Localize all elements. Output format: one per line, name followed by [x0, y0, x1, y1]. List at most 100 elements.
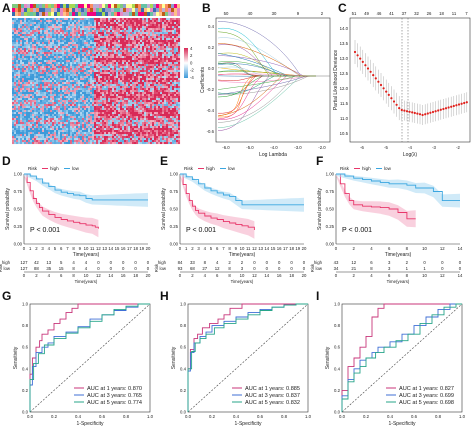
heatmap-cell — [176, 22, 179, 25]
heatmap-annotation-cell — [147, 4, 150, 8]
heatmap-cell — [102, 52, 105, 55]
heatmap-cell — [150, 120, 153, 123]
heatmap-cell — [156, 120, 159, 123]
heatmap-cell — [156, 20, 159, 23]
heatmap-cell — [24, 58, 27, 61]
heatmap-cell — [178, 70, 181, 73]
heatmap-cell — [84, 74, 87, 77]
heatmap-cell — [76, 112, 79, 115]
heatmap-cell — [38, 66, 41, 69]
heatmap-cell — [154, 88, 157, 91]
heatmap-cell — [132, 24, 135, 27]
heatmap-cell — [82, 22, 85, 25]
heatmap-cell — [166, 114, 169, 117]
heatmap-cell — [98, 44, 101, 47]
heatmap-cell — [84, 108, 87, 111]
heatmap-cell — [130, 94, 133, 97]
heatmap-cell — [24, 130, 27, 133]
heatmap-cell — [78, 92, 81, 95]
heatmap-cell — [46, 30, 49, 33]
heatmap-cell — [96, 32, 99, 35]
heatmap-cell — [112, 48, 115, 51]
heatmap-cell — [120, 48, 123, 51]
heatmap-cell — [76, 66, 79, 69]
heatmap-cell — [168, 94, 171, 97]
heatmap-cell — [32, 122, 35, 125]
heatmap-cell — [40, 82, 43, 85]
heatmap-cell — [106, 40, 109, 43]
heatmap-cell — [160, 18, 163, 21]
heatmap-cell — [178, 78, 181, 81]
heatmap-cell — [156, 118, 159, 121]
heatmap-cell — [72, 76, 75, 79]
heatmap-cell — [146, 36, 149, 39]
heatmap-cell — [48, 56, 51, 59]
heatmap-cell — [126, 68, 129, 71]
heatmap-cell — [96, 94, 99, 97]
heatmap-cell — [58, 20, 61, 23]
heatmap-cell — [34, 62, 37, 65]
heatmap-cell — [62, 26, 65, 29]
heatmap-cell — [178, 80, 181, 83]
heatmap-cell — [12, 106, 15, 109]
heatmap-cell — [74, 86, 77, 89]
heatmap-annotation-cell — [141, 4, 144, 8]
heatmap-cell — [142, 70, 145, 73]
heatmap-cell — [106, 42, 109, 45]
heatmap-cell — [128, 116, 131, 119]
heatmap-cell — [110, 26, 113, 29]
heatmap-cell — [64, 24, 67, 27]
heatmap-cell — [112, 26, 115, 29]
heatmap-cell — [166, 18, 169, 21]
heatmap-cell — [38, 78, 41, 81]
heatmap-cell — [164, 48, 167, 51]
heatmap-cell — [46, 46, 49, 49]
heatmap-cell — [116, 32, 119, 35]
heatmap-cell — [18, 34, 21, 37]
heatmap-cell — [18, 86, 21, 89]
heatmap-cell — [52, 94, 55, 97]
heatmap-cell — [152, 64, 155, 67]
heatmap-cell — [14, 70, 17, 73]
heatmap-cell — [102, 108, 105, 111]
heatmap-cell — [76, 70, 79, 73]
heatmap-cell — [68, 48, 71, 51]
heatmap-cell — [66, 18, 69, 21]
heatmap-cell — [88, 70, 91, 73]
heatmap-cell — [70, 114, 73, 117]
heatmap-cell — [34, 56, 37, 59]
heatmap-cell — [96, 70, 99, 73]
heatmap-cell — [34, 132, 37, 135]
heatmap-annotation-cell — [156, 8, 159, 12]
heatmap-cell — [32, 68, 35, 71]
heatmap-cell — [64, 94, 67, 97]
heatmap-cell — [38, 40, 41, 43]
heatmap-cell — [116, 108, 119, 111]
heatmap-cell — [122, 82, 125, 85]
heatmap-cell — [88, 110, 91, 113]
heatmap-cell — [144, 106, 147, 109]
heatmap-cell — [90, 58, 93, 61]
heatmap-cell — [166, 54, 169, 57]
heatmap-cell — [78, 42, 81, 45]
heatmap-cell — [86, 30, 89, 33]
heatmap-cell — [64, 76, 67, 79]
heatmap-cell — [64, 100, 67, 103]
heatmap-cell — [104, 98, 107, 101]
heatmap-cell — [40, 100, 43, 103]
heatmap-cell — [64, 38, 67, 41]
heatmap-cell — [124, 100, 127, 103]
heatmap-cell — [96, 54, 99, 57]
heatmap-cell — [156, 108, 159, 111]
heatmap-cell — [12, 64, 15, 67]
heatmap-cell — [70, 112, 73, 115]
heatmap-cell — [100, 60, 103, 63]
heatmap-cell — [82, 24, 85, 27]
heatmap-cell — [96, 44, 99, 47]
heatmap-cell — [172, 74, 175, 77]
heatmap-annotation-cell — [135, 8, 138, 12]
heatmap-cell — [46, 78, 49, 81]
heatmap-cell — [16, 46, 19, 49]
heatmap-cell — [70, 92, 73, 95]
heatmap-cell — [44, 60, 47, 63]
